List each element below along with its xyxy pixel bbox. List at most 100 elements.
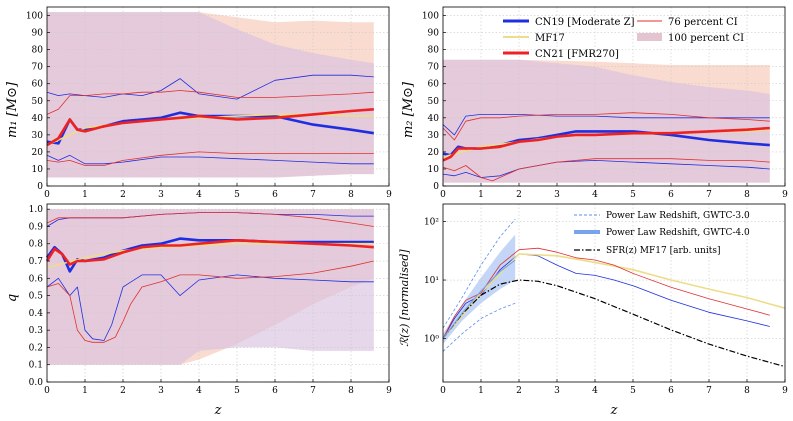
- rate-frame: [442, 203, 786, 383]
- legend-sfr-label: SFR(z) MF17 [arb. units]: [606, 245, 720, 256]
- m1-xtick-label-9: 9: [386, 190, 392, 200]
- m1-xtick-label-5: 5: [234, 190, 240, 200]
- m1-ylabel: m₁ [M⊙]: [5, 81, 20, 138]
- rate-gwtc3-lo: [442, 302, 516, 352]
- m1-series-2: [46, 154, 374, 165]
- q-ytick-label-7: 0.7: [29, 257, 44, 267]
- m2-ytick-label-6: 60: [428, 80, 440, 90]
- legend-cn19-label: CN19 [Moderate Z]: [535, 17, 635, 28]
- rate-xlabel: z: [610, 403, 618, 418]
- q-band-8: [47, 209, 374, 365]
- m2-ytick-label-9: 90: [428, 29, 440, 39]
- m2-ytick-label-3: 30: [428, 131, 440, 141]
- rate-xtick-label-8: 8: [744, 386, 750, 396]
- m1-xtick-label-7: 7: [310, 190, 316, 200]
- q-series-5: [46, 212, 374, 227]
- m1-series-5: [46, 90, 374, 115]
- q-xtick-label-0: 0: [44, 386, 50, 396]
- q-ytick-label-1: 0.1: [29, 361, 43, 371]
- rate-xtick-label-9: 9: [782, 386, 788, 396]
- q-xtick-label-2: 2: [120, 386, 126, 396]
- m1-ytick-label-1: 10: [32, 165, 44, 175]
- q-ytick-label-3: 0.3: [29, 326, 44, 336]
- legend-gwtc3-label: Power Law Redshift, GWTC-3.0: [606, 211, 750, 221]
- m1-ytick-label-7: 70: [32, 63, 44, 73]
- m1-xtick-label-3: 3: [158, 190, 164, 200]
- m1-ytick-label-6: 60: [32, 80, 44, 90]
- m1-xtick-label-8: 8: [348, 190, 354, 200]
- q-ytick-label-8: 0.8: [29, 240, 44, 250]
- m2-xtick-label-4: 4: [592, 190, 598, 200]
- rate-xtick-label-4: 4: [592, 386, 598, 396]
- rate-series-2: [442, 247, 770, 339]
- legend-top: CN19 [Moderate Z] MF17 CN21 [FMR270] 76 …: [503, 17, 744, 60]
- m1-ytick-label-0: 0: [37, 182, 43, 192]
- legend-gwtc4-label: Power Law Redshift, GWTC-4.0: [606, 228, 750, 238]
- rate-xtick-label-2: 2: [516, 386, 522, 396]
- q-xtick-label-7: 7: [310, 386, 316, 396]
- rate-ylabel: ℛ(z) [normalised]: [398, 249, 411, 347]
- q-xtick-label-8: 8: [348, 386, 354, 396]
- q-xtick-label-4: 4: [196, 386, 202, 396]
- m2-ytick-label-10: 100: [422, 12, 439, 22]
- m2-xtick-label-3: 3: [554, 190, 560, 200]
- m1-xtick-label-0: 0: [44, 190, 50, 200]
- q-ytick-label-5: 0.5: [29, 292, 44, 302]
- m1-xtick-label-6: 6: [272, 190, 278, 200]
- q-xtick-label-6: 6: [272, 386, 278, 396]
- q-ylabel: q: [5, 294, 20, 302]
- rate-xtick-label-0: 0: [440, 386, 446, 396]
- m2-xtick-label-2: 2: [516, 190, 522, 200]
- m2-ytick-label-7: 70: [428, 63, 440, 73]
- q-series-2: [46, 274, 374, 341]
- rate-series-1: [442, 253, 786, 340]
- rate-gwtc3-hi: [442, 218, 516, 329]
- legend-ci100-swatch: [637, 33, 662, 41]
- q-series-4: [45, 239, 374, 266]
- q-xtick-label-9: 9: [386, 386, 392, 396]
- m2-ytick-label-1: 10: [428, 165, 440, 175]
- m1-ytick-label-3: 30: [32, 131, 44, 141]
- m1-ytick-label-4: 40: [32, 114, 44, 124]
- legend-mf17-label: MF17: [535, 33, 565, 44]
- rate-xtick-label-5: 5: [630, 386, 636, 396]
- legend-ci100-label: 100 percent CI: [668, 33, 744, 44]
- rate-ytick-label-1: 10¹: [424, 276, 439, 286]
- m2-xtick-label-6: 6: [668, 190, 674, 200]
- m2-ylabel: m₂ [M⊙]: [401, 81, 416, 138]
- legend-rate: Power Law Redshift, GWTC-3.0 Power Law R…: [574, 211, 750, 256]
- rate-xtick-label-1: 1: [478, 386, 484, 396]
- m2-frame: [442, 6, 786, 187]
- m2-ytick-label-8: 80: [428, 46, 440, 56]
- m2-series-6: [442, 158, 770, 182]
- q-xtick-label-5: 5: [234, 386, 240, 396]
- q-xtick-label-3: 3: [158, 386, 164, 396]
- q-ytick-label-0: 0.0: [29, 378, 44, 388]
- m1-xtick-label-1: 1: [82, 190, 88, 200]
- q-ytick-label-6: 0.6: [29, 274, 44, 284]
- m2-series-5: [442, 112, 770, 141]
- rate-xtick-label-6: 6: [668, 386, 674, 396]
- series-lines: [45, 74, 786, 368]
- rate-xtick-label-3: 3: [554, 386, 560, 396]
- rate-xtick-label-7: 7: [706, 386, 712, 396]
- legend-cn21-label: CN21 [FMR270]: [535, 49, 619, 60]
- q-ytick-label-2: 0.2: [29, 343, 43, 353]
- q-xlabel: z: [214, 403, 222, 418]
- q-xtick-label-1: 1: [82, 386, 88, 396]
- q-frame: [46, 203, 390, 383]
- legend-ci76-label: 76 percent CI: [668, 17, 738, 28]
- m1-ytick-label-10: 100: [26, 12, 43, 22]
- q-ytick-label-10: 1.0: [29, 205, 44, 215]
- rate-series-3: [442, 279, 786, 368]
- m1-frame: [46, 6, 390, 187]
- rate-band-5: [443, 234, 516, 345]
- m1-series-6: [46, 151, 374, 166]
- m2-xtick-label-9: 9: [782, 190, 788, 200]
- q-ytick-label-4: 0.4: [29, 309, 44, 319]
- m1-xtick-label-2: 2: [120, 190, 126, 200]
- m2-xtick-label-0: 0: [440, 190, 446, 200]
- rate-ytick-label-0: 10⁰: [424, 334, 439, 344]
